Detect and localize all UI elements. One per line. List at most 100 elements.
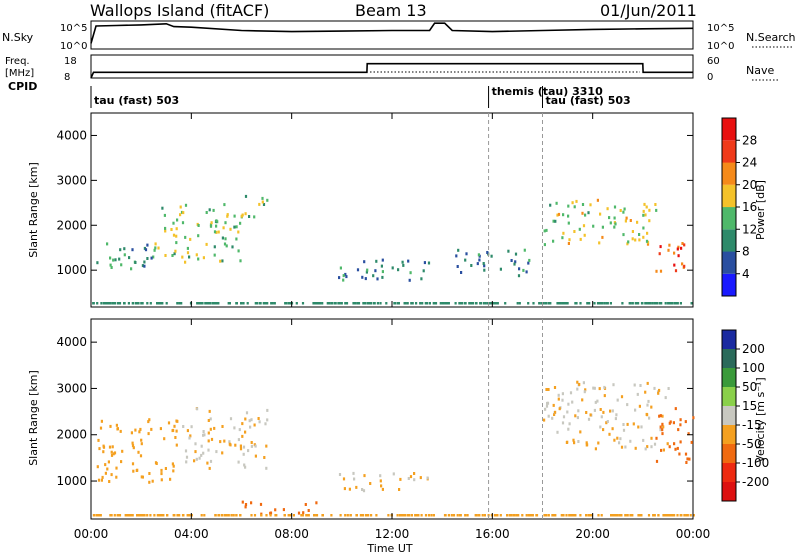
echo-cell — [410, 514, 413, 517]
echo-cell — [219, 259, 222, 263]
power-y-ticks: 1000 2000 3000 4000 — [56, 128, 693, 277]
echo-cell — [593, 408, 596, 412]
echo-cell — [182, 514, 185, 517]
echo-cell — [287, 302, 290, 305]
echo-cell — [106, 242, 109, 246]
cpid-program-label: themis (tau) 3310 — [492, 85, 604, 98]
nave-tick-top: 60 — [707, 56, 720, 67]
echo-cell — [599, 408, 602, 411]
echo-cell — [406, 514, 410, 517]
echo-cell — [622, 423, 625, 426]
echo-cell — [380, 484, 383, 488]
echo-cell — [226, 213, 229, 217]
echo-cell — [483, 514, 486, 517]
echo-cell — [205, 302, 209, 305]
echo-cell — [231, 245, 234, 249]
nsky-tick-top: 10^5 — [60, 23, 87, 34]
echo-cell — [407, 259, 410, 263]
echo-cell — [264, 422, 267, 426]
echo-cell — [163, 213, 166, 217]
echo-cell — [362, 302, 365, 305]
echo-cell — [116, 514, 119, 517]
echo-cell — [647, 399, 650, 403]
power-colorbar-swatch — [722, 273, 736, 297]
colorbar-tick-label: 28 — [742, 133, 757, 147]
echo-cell — [180, 302, 183, 305]
echo-cell — [561, 236, 564, 240]
echo-cell — [588, 514, 592, 517]
echo-cell — [156, 302, 159, 305]
echo-cell — [679, 302, 682, 305]
echo-cell — [369, 482, 372, 485]
echo-cell — [677, 245, 680, 249]
power-colorbar-swatch — [722, 118, 736, 141]
echo-cell — [110, 450, 113, 454]
echo-cell — [128, 514, 131, 517]
colorbar-tick-label: 16 — [742, 200, 757, 214]
echo-cell — [430, 514, 433, 517]
echo-cell — [558, 302, 561, 305]
echo-cell — [209, 224, 213, 228]
echo-cell — [659, 245, 662, 249]
echo-cell — [239, 259, 242, 263]
nsky-line — [90, 22, 694, 44]
echo-cell — [172, 464, 175, 468]
echo-cell — [147, 432, 150, 436]
echo-cell — [288, 302, 291, 305]
echo-cell — [651, 302, 654, 305]
echo-cell — [139, 427, 142, 431]
echo-cell — [242, 452, 245, 456]
freq-label: Freq. — [5, 56, 30, 67]
echo-cell — [186, 251, 190, 255]
echo-cell — [561, 398, 564, 402]
echo-cell — [250, 514, 253, 517]
echo-cell — [318, 302, 321, 305]
echo-cell — [203, 514, 206, 517]
echo-cell — [664, 302, 667, 305]
echo-cell — [97, 438, 100, 442]
echo-cell — [176, 514, 179, 517]
echo-cell — [639, 384, 642, 387]
echo-cell — [202, 256, 205, 260]
echo-cell — [478, 514, 481, 517]
echo-cell — [576, 416, 579, 420]
echo-cell — [128, 256, 131, 260]
echo-cell — [609, 221, 612, 225]
echo-cell — [120, 263, 123, 267]
echo-cell — [657, 391, 660, 395]
echo-cell — [642, 213, 645, 217]
echo-cell — [667, 248, 670, 252]
power-colorbar-swatch — [722, 184, 736, 208]
colorbar-tick-label: 15 — [742, 399, 757, 413]
velocity-echoes — [92, 319, 695, 519]
echo-cell — [283, 514, 286, 517]
echo-cell — [343, 487, 346, 491]
echo-cell — [521, 514, 524, 517]
echo-cell — [658, 252, 661, 256]
echo-cell — [598, 387, 601, 391]
echo-cell — [631, 230, 634, 233]
echo-cell — [137, 450, 140, 454]
echo-cell — [203, 433, 206, 437]
echo-cell — [107, 460, 110, 464]
echo-cell — [364, 277, 367, 281]
echo-cell — [244, 417, 247, 421]
echo-cell — [495, 514, 498, 517]
echo-cell — [562, 415, 566, 419]
echo-cell — [269, 511, 273, 515]
echo-cell — [510, 259, 513, 262]
echo-cell — [599, 425, 602, 429]
echo-cell — [197, 302, 200, 305]
echo-cell — [295, 302, 298, 305]
echo-cell — [123, 302, 126, 305]
echo-cell — [139, 514, 142, 517]
echo-cell — [97, 478, 101, 482]
echo-cell — [483, 268, 486, 272]
echo-cell — [553, 413, 556, 416]
echo-cell — [634, 446, 637, 450]
echo-cell — [140, 438, 143, 442]
velocity-colorbar-label: Velocity [m s⁻¹] — [754, 377, 767, 462]
colorbar-tick-label: 20 — [742, 178, 757, 192]
echo-cell — [110, 453, 114, 457]
freq-unit: [MHz] — [5, 68, 34, 79]
